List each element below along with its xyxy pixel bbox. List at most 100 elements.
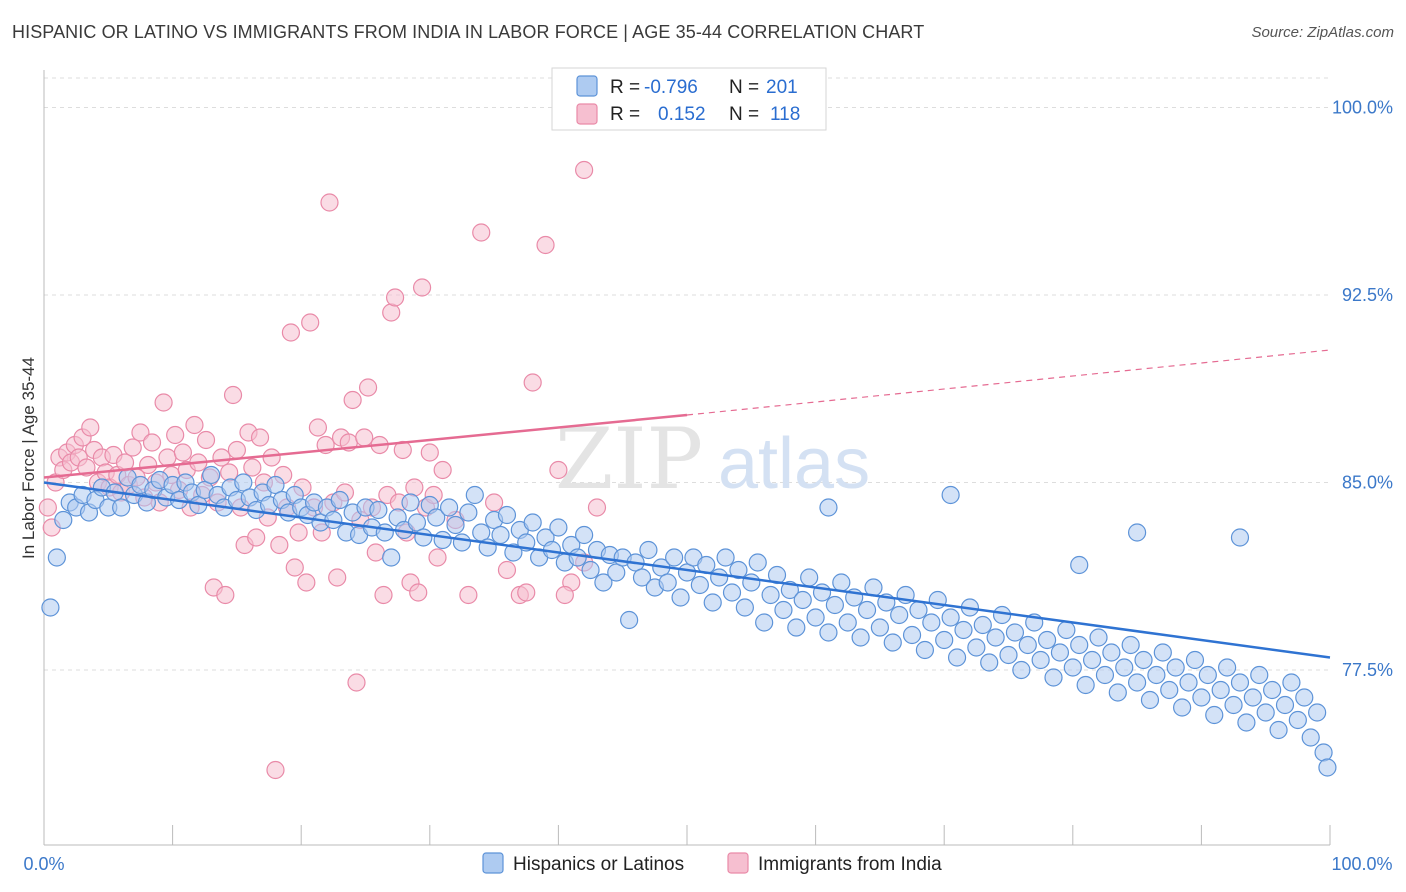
point-india: [523, 373, 542, 392]
point-hispanic: [549, 518, 568, 537]
series-hispanic-points: [41, 465, 1337, 777]
point-hispanic: [870, 618, 890, 637]
point-hispanic: [41, 598, 60, 617]
point-hispanic: [883, 633, 902, 652]
y-axis-title: In Labor Force | Age 35-44: [19, 357, 38, 559]
point-hispanic: [1224, 695, 1243, 715]
point-hispanic: [819, 623, 838, 642]
point-hispanic: [234, 473, 253, 492]
point-india: [212, 448, 231, 467]
point-hispanic: [999, 645, 1018, 665]
y-tick-label: 85.0%: [1342, 473, 1393, 493]
point-india: [247, 528, 266, 547]
point-india: [433, 460, 452, 480]
point-hispanic: [1134, 650, 1153, 670]
point-hispanic: [1108, 683, 1127, 702]
point-india: [308, 418, 328, 437]
point-hispanic: [594, 573, 613, 592]
point-hispanic: [1018, 635, 1037, 655]
point-india: [285, 558, 304, 577]
point-india: [154, 393, 173, 412]
point-india: [227, 440, 246, 460]
point-india: [301, 313, 320, 332]
legend-swatch-blue: [576, 75, 598, 97]
point-india: [81, 418, 100, 437]
point-hispanic: [1288, 710, 1307, 730]
legend-n-value-pink: 118: [770, 104, 800, 125]
point-india: [366, 543, 385, 562]
point-india: [358, 378, 378, 397]
point-hispanic: [1070, 635, 1089, 655]
point-hispanic: [755, 613, 774, 632]
point-hispanic: [1127, 523, 1147, 542]
point-hispanic: [382, 548, 401, 567]
point-india: [385, 288, 405, 307]
point-hispanic: [1050, 643, 1070, 662]
point-hispanic: [568, 548, 587, 567]
point-hispanic: [465, 485, 484, 505]
trend-line-hispanic: [43, 481, 1331, 659]
point-hispanic: [992, 605, 1012, 625]
point-hispanic: [639, 540, 658, 560]
point-hispanic: [1173, 698, 1192, 717]
point-india: [281, 323, 301, 342]
x-axis-ticks: [172, 825, 1331, 845]
legend-bottom-label-blue: Hispanics or Latinos: [513, 854, 684, 875]
point-hispanic: [915, 640, 935, 660]
point-hispanic: [1275, 695, 1295, 715]
legend-swatch-pink: [576, 103, 598, 125]
point-hispanic: [1192, 688, 1211, 707]
point-india: [374, 585, 393, 605]
legend-bottom-swatch-pink: [727, 852, 749, 874]
point-hispanic: [1250, 665, 1269, 685]
point-india: [549, 460, 568, 480]
point-hispanic: [401, 493, 420, 512]
point-hispanic: [806, 608, 825, 627]
point-hispanic: [729, 560, 748, 580]
trend-line-india: [43, 413, 688, 479]
chart-title: HISPANIC OR LATINO VS IMMIGRANTS FROM IN…: [12, 22, 925, 42]
point-india: [405, 478, 424, 497]
point-hispanic: [1301, 728, 1320, 747]
legend-bottom-label-pink: Immigrants from India: [758, 854, 942, 875]
point-hispanic: [967, 638, 986, 657]
legend-n-label-pink: N =: [729, 104, 759, 125]
point-india: [485, 493, 504, 512]
point-india: [428, 548, 447, 567]
point-hispanic: [735, 598, 754, 617]
point-hispanic: [922, 613, 941, 632]
legend-r-value-pink: 0.152: [658, 104, 706, 125]
point-hispanic: [973, 615, 992, 635]
point-india: [243, 458, 262, 477]
point-hispanic: [710, 568, 729, 587]
point-india: [185, 415, 204, 435]
point-india: [555, 585, 574, 605]
point-india: [409, 583, 428, 602]
point-hispanic: [980, 653, 999, 672]
point-hispanic: [851, 628, 870, 647]
point-india: [382, 303, 401, 322]
point-india: [270, 535, 289, 555]
point-hispanic: [491, 525, 510, 545]
point-hispanic: [1082, 650, 1102, 670]
point-hispanic: [1121, 635, 1140, 655]
point-india: [142, 433, 162, 452]
point-hispanic: [742, 573, 761, 592]
point-hispanic: [1031, 650, 1050, 670]
point-india: [320, 193, 339, 212]
point-hispanic: [607, 563, 626, 582]
y-tick-label: 100.0%: [1332, 98, 1393, 118]
point-hispanic: [1076, 675, 1095, 695]
x-tick-label-100: 100.0%: [1331, 854, 1392, 874]
point-hispanic: [369, 500, 388, 520]
legend-r-label-pink: R =: [610, 104, 640, 125]
legend-n-value-blue: 201: [766, 77, 798, 98]
point-hispanic: [459, 503, 478, 522]
point-india: [139, 455, 158, 475]
point-hispanic: [1205, 705, 1224, 725]
point-india: [536, 235, 555, 255]
point-hispanic: [266, 475, 285, 495]
point-hispanic: [1153, 643, 1172, 662]
point-hispanic: [703, 593, 722, 612]
point-hispanic: [1314, 743, 1333, 762]
